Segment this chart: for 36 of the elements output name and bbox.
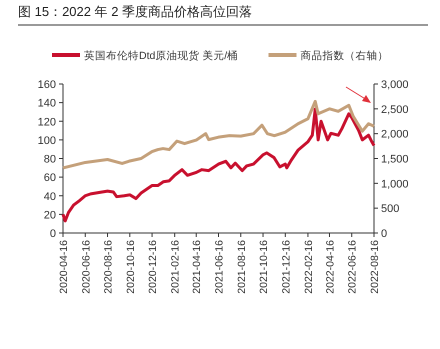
x-tick-label: 2021-08-16	[236, 240, 248, 294]
y-tick-label: 140	[38, 98, 56, 110]
y2-tick-label: 0	[381, 228, 388, 240]
y2-tick-label: 1,000	[381, 178, 409, 190]
x-tick-label: 2021-12-16	[280, 240, 292, 294]
y2-tick-label: 500	[381, 203, 400, 216]
legend-label: 英国布伦特Dtd原油现货 美元/桶	[84, 49, 238, 62]
x-tick-label: 2022-04-16	[324, 240, 336, 294]
x-tick-label: 2020-12-16	[147, 240, 160, 294]
y2-tick-label: 3,000	[381, 79, 409, 91]
y-tick-label: 20	[44, 209, 56, 222]
x-tick-label: 2021-10-16	[258, 240, 270, 294]
x-tick-label: 2022-02-16	[302, 240, 315, 294]
y-tick-label: 100	[38, 134, 56, 147]
line-series	[62, 100, 376, 170]
line-series	[62, 108, 376, 222]
x-tick-label: 2022-06-16	[346, 240, 359, 294]
y-tick-label: 60	[44, 172, 56, 184]
y-tick-label: 40	[44, 190, 56, 203]
y2-tick-label: 2,500	[381, 104, 409, 116]
x-tick-label: 2020-06-16	[80, 240, 92, 294]
y-tick-label: 120	[38, 116, 56, 128]
x-tick-label: 2022-08-16	[369, 240, 381, 294]
y-tick-label: 160	[38, 79, 56, 91]
y2-tick-label: 2,000	[381, 128, 409, 141]
x-tick-label: 2020-04-16	[58, 240, 70, 294]
x-tick-label: 2020-10-16	[124, 240, 137, 294]
x-tick-label: 2021-06-16	[214, 240, 226, 294]
chart-title: 图 15：2022 年 2 季度商品价格高位回落	[18, 4, 252, 19]
legend-label: 商品指数（右轴）	[300, 49, 388, 62]
x-tick-label: 2021-04-16	[191, 240, 204, 294]
y-tick-label: 80	[44, 154, 56, 166]
x-tick-label: 2020-08-16	[102, 240, 115, 294]
y-tick-label: 0	[50, 228, 56, 240]
y2-tick-label: 1,500	[381, 154, 409, 166]
x-tick-label: 2021-02-16	[170, 240, 182, 294]
